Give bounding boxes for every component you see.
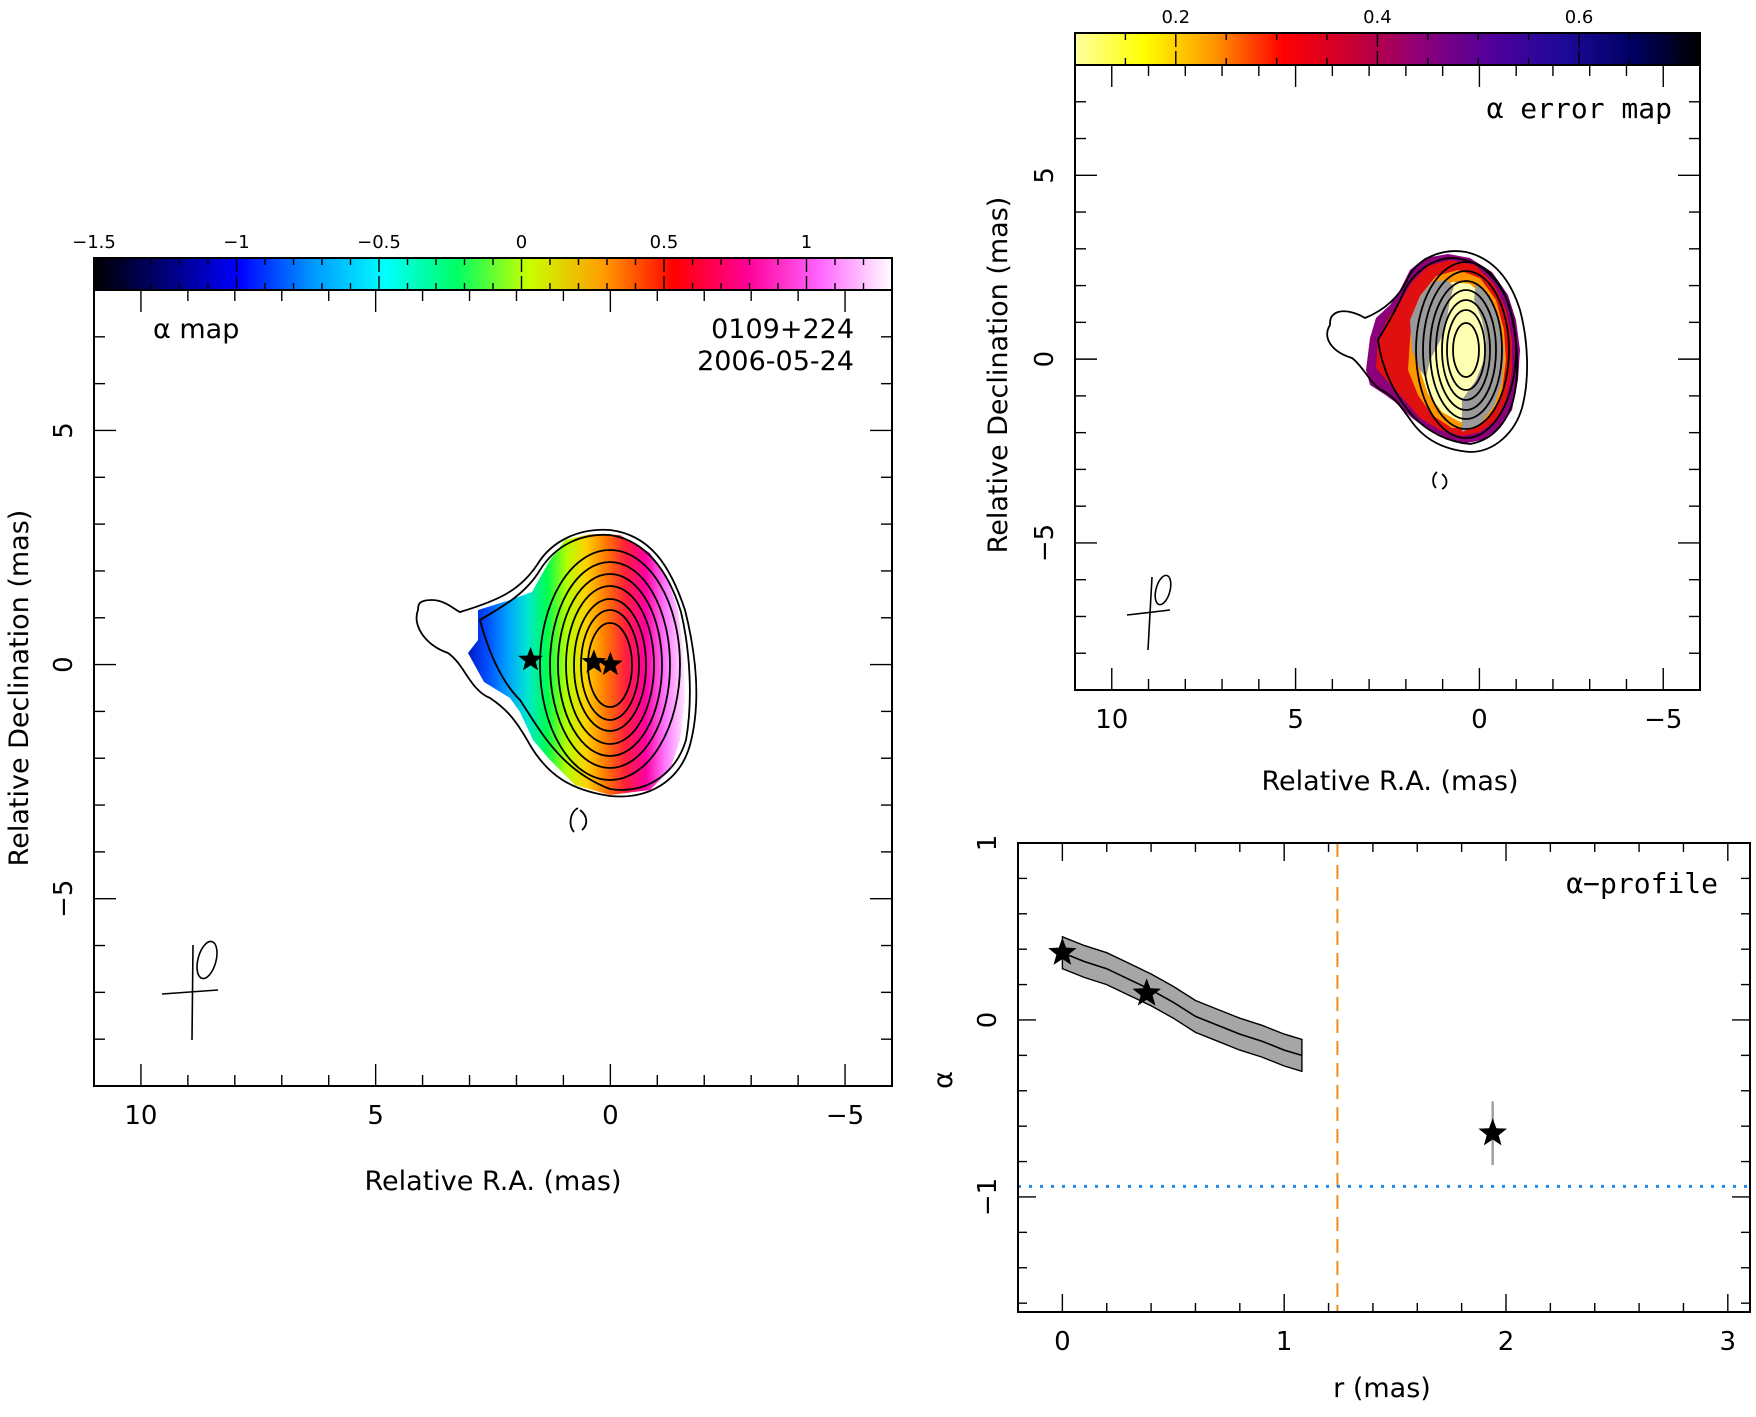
colorbar-tick-label: 0.5	[650, 232, 679, 253]
alpha-error-xlabel: Relative R.A. (mas)	[1262, 766, 1519, 797]
colorbar-tick-label: −0.5	[357, 232, 401, 253]
alpha-map-xlabel: Relative R.A. (mas)	[365, 1166, 622, 1197]
error-map-contours	[1326, 250, 1528, 490]
y-tick-label: 5	[1030, 167, 1060, 184]
x-tick-label: 0	[1471, 705, 1488, 735]
alpha-map-ticks: 10 5 0 −5 5 0 −5	[49, 289, 893, 1131]
alpha-profile-ticks: 0 1 2 3 1 0 −1	[973, 835, 1750, 1357]
y-tick-label: 0	[1030, 351, 1060, 368]
y-tick-label: 0	[973, 1012, 1003, 1029]
component-star	[581, 649, 607, 673]
colorbar-tick-label: 0	[516, 232, 527, 253]
alpha-profile-ylabel: α	[928, 1071, 959, 1089]
alpha-map-source: 0109+224	[711, 314, 854, 345]
component-star	[518, 646, 543, 671]
alpha-map-beam	[161, 940, 219, 1041]
x-tick-label: 3	[1720, 1327, 1737, 1357]
y-tick-label: 1	[973, 835, 1003, 852]
y-tick-label: −5	[49, 880, 79, 918]
x-tick-label: 10	[124, 1101, 157, 1131]
alpha-profile-panel: 0 1 2 3 1 0 −1 α−profile r (mas) α	[928, 835, 1751, 1404]
y-tick-label: −1	[973, 1178, 1003, 1216]
colorbar-tick-label: 0.2	[1161, 7, 1190, 28]
alpha-error-ylabel: Relative Declination (mas)	[983, 197, 1014, 554]
alpha-profile-label: α−profile	[1566, 867, 1718, 900]
error-colorbar	[1074, 32, 1701, 66]
x-tick-label: 10	[1095, 705, 1128, 735]
alpha-error-label: α error map	[1487, 92, 1672, 125]
x-tick-label: 0	[1054, 1327, 1071, 1357]
colorbar-tick-label: −1.5	[72, 232, 116, 253]
profile-star	[1478, 1118, 1507, 1146]
alpha-colorbar-ticks: −1.5 −1 −0.5 0 0.5 1	[72, 232, 893, 290]
colorbar-tick-label: 0.6	[1565, 7, 1594, 28]
alpha-profile-error-band	[1061, 935, 1303, 1073]
alpha-error-image	[1326, 250, 1528, 490]
alpha-map-contours	[415, 528, 698, 833]
alpha-profile-stars	[1048, 937, 1507, 1166]
x-tick-label: 5	[367, 1101, 384, 1131]
profile-star	[1132, 978, 1161, 1006]
alpha-error-frame	[1074, 64, 1701, 691]
colorbar-tick-label: −1	[223, 232, 250, 253]
alpha-map-color-region	[468, 534, 685, 795]
colorbar-tick-label: 0.4	[1363, 7, 1392, 28]
colorbar-tick-label: 1	[801, 232, 812, 253]
alpha-map-date: 2006-05-24	[697, 346, 854, 377]
y-tick-label: −5	[1030, 524, 1060, 562]
alpha-error-panel: 0.2 0.4 0.6	[983, 7, 1701, 797]
component-star	[598, 651, 623, 676]
x-tick-label: −5	[1644, 705, 1682, 735]
x-tick-label: 1	[1276, 1327, 1293, 1357]
error-map-beam	[1126, 574, 1172, 651]
x-tick-label: 5	[1287, 705, 1304, 735]
alpha-profile-frame	[1017, 842, 1751, 1313]
alpha-map-ylabel: Relative Declination (mas)	[4, 510, 35, 867]
alpha-error-ticks: 10 5 0 −5 5 0 −5	[1030, 64, 1701, 735]
alpha-map-panel: −1.5 −1 −0.5 0 0.5 1 10 5 0 −5 5 0 −5	[4, 232, 893, 1197]
x-tick-label: −5	[826, 1101, 864, 1131]
error-colorbar-ticks: 0.2 0.4 0.6	[1074, 7, 1681, 65]
alpha-map-stars	[518, 646, 623, 676]
alpha-map-frame	[93, 289, 893, 1087]
alpha-map-label: α map	[153, 314, 239, 345]
y-tick-label: 5	[49, 422, 79, 439]
x-tick-label: 2	[1498, 1327, 1515, 1357]
alpha-profile-xlabel: r (mas)	[1333, 1373, 1431, 1404]
alpha-map-image	[415, 528, 698, 833]
profile-star	[1048, 937, 1077, 965]
alpha-profile-line	[1062, 951, 1303, 1057]
x-tick-label: 0	[602, 1101, 619, 1131]
y-tick-label: 0	[49, 656, 79, 673]
